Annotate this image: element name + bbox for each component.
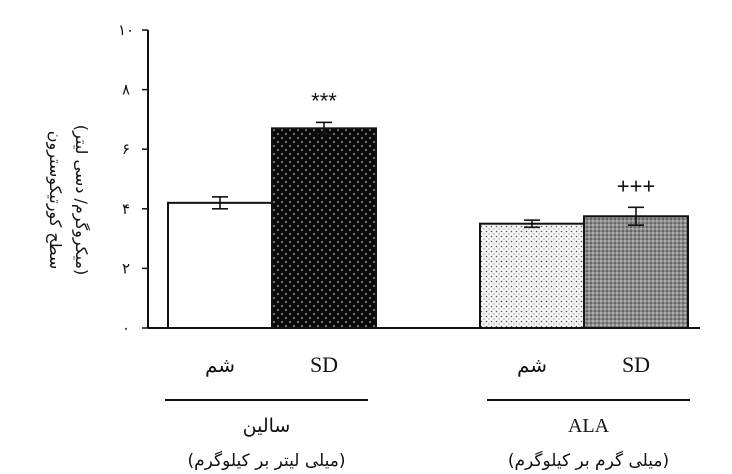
significance-mark: +++	[617, 173, 656, 198]
significance-mark: ***	[311, 88, 337, 113]
bar-g1-b0	[479, 222, 585, 329]
category-label: شم	[205, 353, 235, 377]
group-sublabel: (میلی لیتر بر کیلوگرم)	[187, 450, 345, 471]
y-tick-label: ۴	[122, 200, 130, 218]
category-label: SD	[310, 352, 338, 377]
bar-g1-b1	[583, 215, 689, 329]
category-label: شم	[517, 353, 547, 377]
y-axis-title: سطح کورتیکوسترون (میکروگرم/ دسی لیتر)	[45, 125, 91, 275]
group-sublabel: (میلی گرم بر کیلوگرم)	[508, 450, 669, 471]
y-axis-title-line2: (میکروگرم/ دسی لیتر)	[71, 125, 91, 275]
y-tick-label: ۰	[122, 319, 130, 337]
category-label: SD	[622, 352, 650, 377]
bars: *** +++	[167, 88, 689, 329]
y-tick-label: ۱۰	[118, 21, 134, 39]
y-axis-title-line1: سطح کورتیکوسترون	[45, 131, 65, 269]
y-tick-label: ۶	[122, 140, 130, 158]
bar-g0-b0	[167, 201, 273, 329]
group-label: سالین	[243, 415, 291, 437]
y-tick-label: ۸	[122, 81, 130, 99]
bar-g0-b1	[271, 127, 377, 329]
category-labels: شم SD سالین (میلی لیتر بر کیلوگرم) شم SD ALA (م…	[165, 352, 690, 471]
group-label: ALA	[568, 415, 610, 437]
y-ticks: ۰ ۲ ۴ ۶ ۸ ۱۰	[118, 21, 148, 337]
y-tick-label: ۲	[122, 259, 130, 277]
